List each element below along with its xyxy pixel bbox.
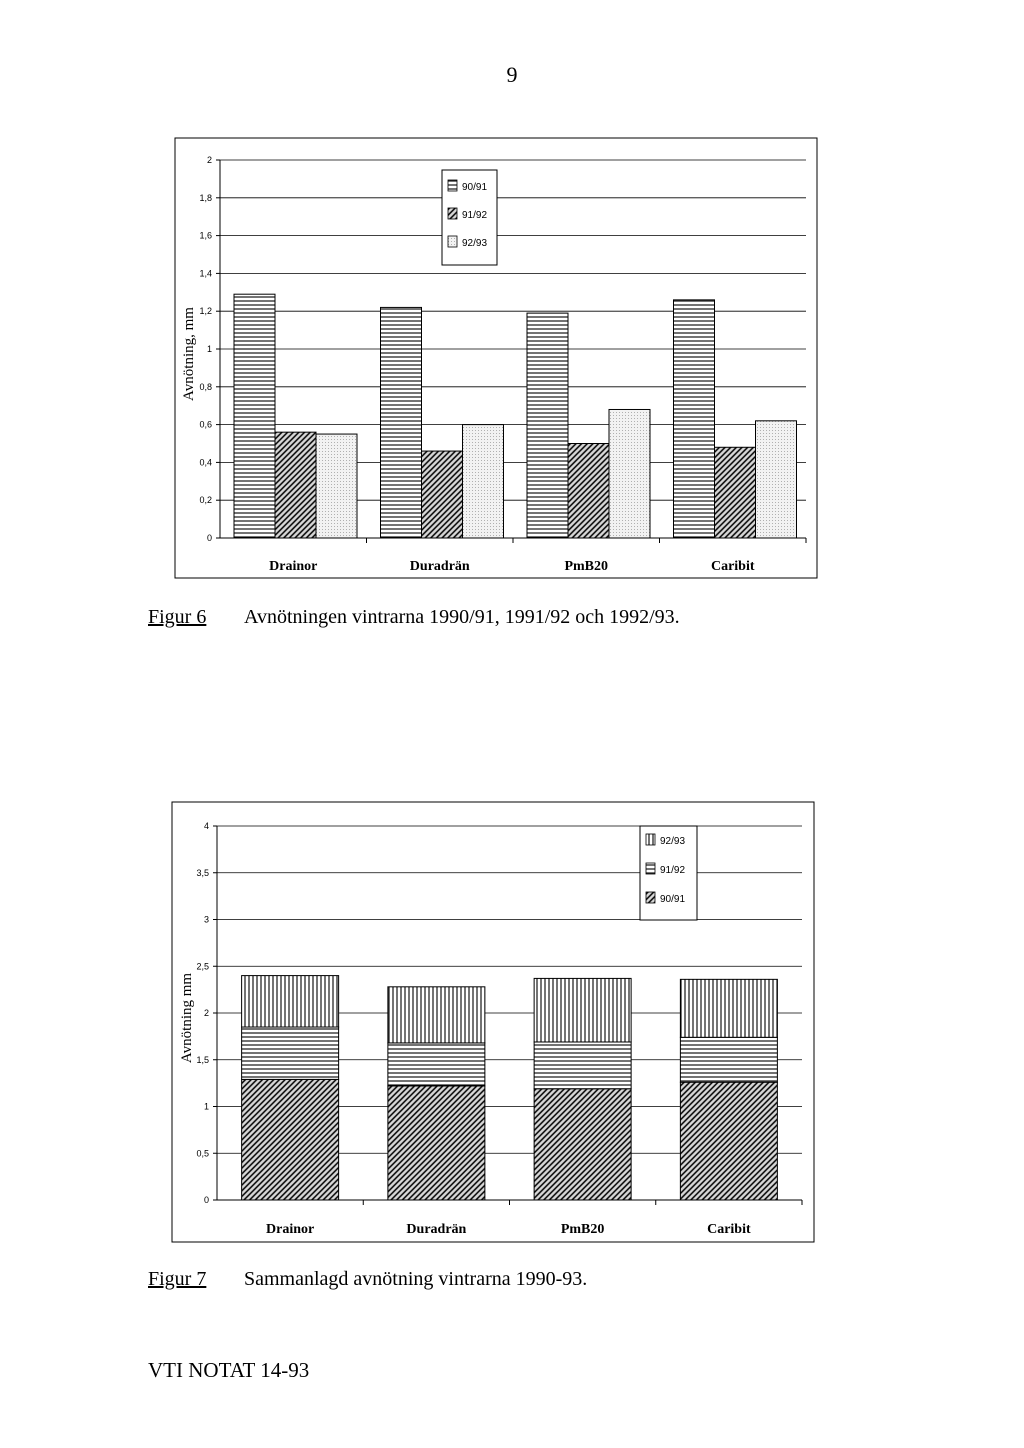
y-tick-label: 0,2 bbox=[199, 495, 212, 505]
chart-frame bbox=[171, 801, 815, 1243]
bar bbox=[755, 420, 797, 539]
bar bbox=[567, 443, 610, 539]
stacked-bar-segment bbox=[241, 975, 340, 1028]
stacked-bar-segment bbox=[533, 1088, 632, 1201]
legend-swatch bbox=[645, 891, 656, 904]
y-tick-label: 0,5 bbox=[196, 1148, 209, 1158]
y-tick-label: 2 bbox=[204, 1008, 209, 1018]
x-tick-label: Drainor bbox=[269, 559, 317, 574]
x-tick-label: Caribit bbox=[707, 1222, 751, 1237]
x-tick-label: Duradrän bbox=[410, 559, 470, 574]
y-tick-label: 1,4 bbox=[199, 268, 212, 278]
legend-label: 91/92 bbox=[660, 865, 685, 876]
bar bbox=[233, 293, 276, 539]
figure-label: Figur 6 bbox=[148, 606, 207, 628]
bar bbox=[315, 433, 358, 539]
bar bbox=[608, 408, 651, 539]
y-axis-label: Avnötning mm bbox=[179, 973, 195, 1063]
legend-label: 92/93 bbox=[462, 238, 487, 249]
figure-caption-text: Avnötningen vintrarna 1990/91, 1991/92 o… bbox=[244, 606, 680, 628]
stacked-bar-segment bbox=[387, 1042, 486, 1087]
y-tick-label: 0,8 bbox=[199, 382, 212, 392]
y-tick-label: 0 bbox=[204, 1195, 209, 1205]
bar bbox=[421, 450, 463, 539]
legend-swatch bbox=[447, 179, 458, 192]
page-number: 9 bbox=[506, 62, 518, 87]
chart-cumulative-wear: 0 0,5 1 1,5 2 2,5 3 3,5 4 Avnötning mm Drainor Dura… bbox=[171, 801, 815, 1243]
stacked-bar-segment bbox=[679, 978, 778, 1038]
bar bbox=[714, 446, 756, 539]
y-tick-label: 1,2 bbox=[199, 306, 212, 316]
stacked-bar-segment bbox=[241, 1078, 340, 1201]
x-tick-label: PmB20 bbox=[561, 1222, 605, 1237]
stacked-bar-segment bbox=[387, 1085, 486, 1201]
x-tick-label: Duradrän bbox=[406, 1222, 466, 1237]
y-tick-label: 1,5 bbox=[196, 1055, 209, 1065]
y-tick-label: 1,8 bbox=[199, 193, 212, 203]
chart-wear-per-winter: 0 0,2 0,4 0,6 0,8 1 1,2 1,4 1,6 1,8 2 Avnötning, mm… bbox=[174, 137, 818, 579]
bar bbox=[673, 299, 715, 539]
y-tick-label: 0,4 bbox=[199, 457, 212, 467]
legend-swatch bbox=[645, 862, 656, 875]
y-tick-label: 2,5 bbox=[196, 961, 209, 971]
x-tick-label: Caribit bbox=[711, 559, 755, 574]
bar bbox=[380, 306, 422, 539]
bar bbox=[526, 312, 569, 539]
stacked-bar-segment bbox=[241, 1026, 340, 1080]
bar bbox=[462, 424, 504, 539]
legend-swatch bbox=[447, 207, 458, 220]
legend-label: 91/92 bbox=[462, 210, 487, 221]
chart-frame bbox=[174, 137, 818, 579]
legend-label: 92/93 bbox=[660, 836, 685, 847]
legend-swatch bbox=[447, 235, 458, 248]
stacked-bar-segment bbox=[533, 1041, 632, 1090]
stacked-bar-segment bbox=[387, 986, 486, 1044]
y-tick-label: 1,6 bbox=[199, 231, 212, 241]
stacked-bar-segment bbox=[679, 1036, 778, 1083]
y-axis-label: Avnötning, mm bbox=[181, 307, 197, 401]
y-tick-label: 1 bbox=[207, 344, 212, 354]
y-tick-label: 0,6 bbox=[199, 420, 212, 430]
y-tick-label: 2 bbox=[207, 155, 212, 165]
y-tick-label: 4 bbox=[204, 821, 209, 831]
legend-label: 90/91 bbox=[660, 894, 685, 905]
figure-label: Figur 7 bbox=[148, 1268, 207, 1290]
y-tick-label: 3,5 bbox=[196, 868, 209, 878]
y-tick-label: 3 bbox=[204, 915, 209, 925]
bar bbox=[274, 431, 317, 539]
y-tick-label: 1 bbox=[204, 1102, 209, 1112]
stacked-bar-segment bbox=[533, 977, 632, 1043]
report-footer: VTI NOTAT 14-93 bbox=[148, 1358, 310, 1382]
y-tick-label: 0 bbox=[207, 533, 212, 543]
x-tick-label: Drainor bbox=[266, 1222, 314, 1237]
legend-label: 90/91 bbox=[462, 182, 487, 193]
x-tick-label: PmB20 bbox=[564, 559, 608, 574]
legend-swatch bbox=[645, 833, 656, 846]
stacked-bar-segment bbox=[679, 1081, 778, 1201]
figure-caption-text: Sammanlagd avnötning vintrarna 1990-93. bbox=[244, 1268, 588, 1290]
